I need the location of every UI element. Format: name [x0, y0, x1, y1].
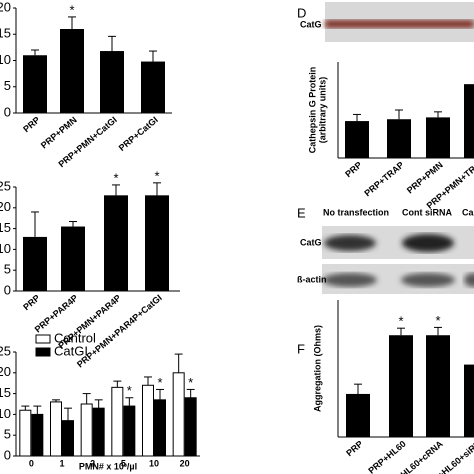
x-tick-label: PRP [343, 160, 364, 180]
x-tick-label: 1 [59, 458, 64, 468]
x-tick-label: PRP+CatGI [117, 115, 160, 153]
bar [61, 226, 85, 291]
legend-swatch [35, 347, 51, 357]
blot-band [402, 234, 454, 252]
x-tick-label: 2 [90, 458, 95, 468]
bar [100, 51, 124, 113]
x-tick-label: 20 [180, 458, 190, 468]
y-tick-label: 20 [0, 364, 11, 379]
bar [389, 335, 413, 437]
column-label: Cont siRNA [402, 207, 452, 217]
bar [172, 372, 185, 457]
y-tick-label: 15 [0, 220, 11, 235]
y-tick-label: 5 [4, 78, 11, 93]
bar [23, 236, 47, 291]
bar [464, 84, 474, 158]
blot-band [325, 20, 474, 28]
bar [345, 121, 369, 158]
bar [104, 195, 128, 291]
bar [387, 119, 411, 158]
bar [426, 117, 450, 158]
y-tick-label: 20 [0, 199, 11, 214]
significance-mark: * [127, 383, 132, 398]
x-tick-label: 0 [29, 458, 34, 468]
bar [31, 413, 44, 457]
x-axis-title: PMN# x 10³/µl [79, 461, 137, 471]
bar [142, 384, 154, 457]
y-tick-label: 25 [0, 178, 11, 193]
bar [50, 401, 62, 457]
y-tick-label: 10 [0, 241, 11, 256]
bar [346, 393, 370, 437]
x-tick-label: PRP [21, 115, 42, 135]
bar [154, 399, 166, 457]
y-axis-title: Cathepsin G Protein [307, 67, 317, 154]
bar [60, 29, 84, 113]
x-tick-label: PRP+PMN [39, 115, 79, 151]
bar [92, 407, 105, 457]
y-tick-label: 20 [0, 0, 11, 14]
significance-mark: * [113, 170, 118, 185]
bar [123, 405, 136, 457]
legend-label: Control [54, 330, 96, 345]
significance-mark: * [154, 168, 159, 183]
x-tick-label: PRP [344, 439, 365, 459]
blot-band [324, 235, 376, 251]
blot-band [401, 273, 455, 287]
panel-label: D [297, 5, 306, 20]
y-tick-label: 10 [0, 52, 11, 67]
significance-mark: * [435, 313, 440, 328]
bar [426, 335, 450, 437]
bar [111, 386, 124, 457]
panel-label: F [297, 341, 305, 356]
x-tick-label: PRP+TRAP [362, 160, 405, 199]
column-label: No transfection [323, 207, 389, 217]
column-label: Ca [462, 207, 474, 217]
y-tick-label: 10 [0, 406, 11, 421]
y-axis-title: Aggregation (Ohms) [312, 325, 322, 412]
bar [141, 61, 165, 113]
blot-band [323, 273, 377, 287]
row-label: ß-actin [297, 274, 327, 284]
blot-band [464, 273, 474, 287]
panel-label: E [297, 205, 306, 220]
y-tick-label: 15 [0, 26, 11, 41]
bar [145, 195, 169, 291]
y-tick-label: 0 [4, 104, 11, 119]
significance-mark: * [69, 2, 74, 17]
legend-label: CatGI [54, 343, 88, 358]
bar [464, 364, 474, 437]
bar [184, 397, 197, 457]
y-tick-label: 15 [0, 385, 11, 400]
y-tick-label: 5 [4, 262, 11, 277]
x-tick-label: 5 [121, 458, 126, 468]
x-tick-label: PRP [21, 293, 42, 313]
y-tick-label: 0 [4, 447, 11, 462]
y-axis-title: (arbitrary units) [317, 77, 327, 144]
legend-swatch [35, 334, 51, 344]
significance-mark: * [157, 375, 162, 390]
blot-label: CatG [300, 19, 322, 29]
y-tick-label: 0 [4, 282, 11, 297]
bar [80, 403, 93, 457]
y-tick-label: 25 [0, 343, 11, 358]
significance-mark: * [188, 375, 193, 390]
significance-mark: * [398, 314, 403, 329]
row-label: CatG [300, 237, 322, 247]
x-tick-label: 10 [149, 458, 159, 468]
bar [19, 409, 32, 457]
bar [23, 55, 47, 113]
bar [62, 420, 74, 457]
y-tick-label: 5 [4, 427, 11, 442]
